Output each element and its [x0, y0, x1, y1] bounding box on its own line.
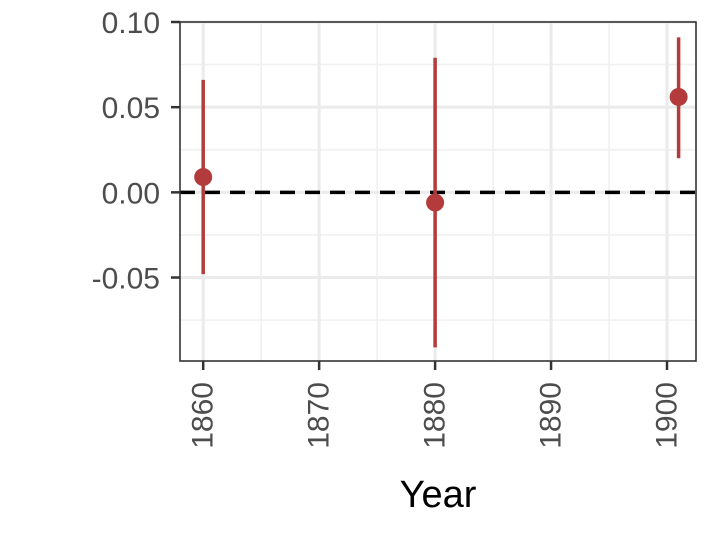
x-tick-label: 1880: [419, 382, 452, 449]
x-axis-title: Year: [400, 474, 477, 516]
y-axis: 0.10 0.05 0.00 -0.05: [92, 7, 180, 296]
y-tick-label: 0.05: [102, 92, 160, 125]
y-tick-label: -0.05: [92, 263, 160, 296]
data-point: [194, 168, 213, 187]
x-tick-label: 1860: [187, 382, 220, 449]
data-point: [669, 87, 688, 106]
x-tick-label: 1900: [651, 382, 684, 449]
data-marks: [194, 37, 688, 348]
x-tick-label: 1890: [535, 382, 568, 449]
y-tick-label: 0.10: [102, 7, 160, 40]
y-tick-label: 0.00: [102, 177, 160, 210]
data-point: [426, 193, 445, 212]
x-axis: 1860 1870 1880 1890 1900: [187, 361, 684, 449]
x-tick-label: 1870: [303, 382, 336, 449]
